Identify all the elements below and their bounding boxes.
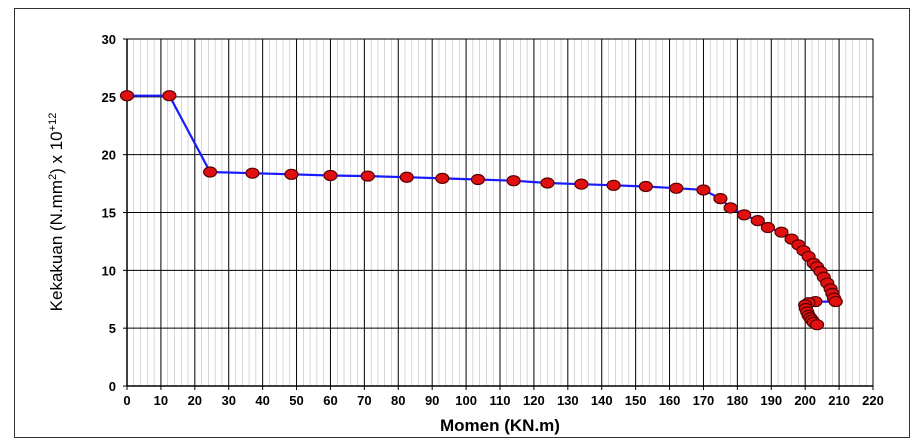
x-tick-label: 60 bbox=[323, 393, 337, 408]
data-point bbox=[638, 180, 653, 193]
x-tick-label: 90 bbox=[425, 393, 439, 408]
data-point bbox=[245, 167, 260, 179]
x-tick-label: 30 bbox=[221, 393, 235, 408]
x-tick-label: 190 bbox=[760, 393, 782, 408]
y-axis-title-sup1: 2 bbox=[47, 174, 59, 180]
data-point bbox=[470, 173, 486, 186]
data-point bbox=[723, 202, 738, 214]
data-point bbox=[360, 170, 375, 182]
data-point bbox=[696, 184, 711, 196]
x-tick-label: 10 bbox=[154, 393, 168, 408]
y-axis-title: Kekakuan (N.mm2) x 10+12 bbox=[47, 113, 66, 312]
x-tick-label: 210 bbox=[828, 393, 850, 408]
data-point bbox=[284, 168, 299, 180]
y-tick-label: 10 bbox=[102, 263, 116, 278]
x-tick-label: 40 bbox=[255, 393, 269, 408]
data-point bbox=[750, 214, 765, 227]
data-point bbox=[540, 177, 555, 189]
data-point bbox=[202, 166, 218, 178]
data-point bbox=[506, 175, 521, 187]
y-axis-title-sup2: +12 bbox=[47, 113, 59, 132]
x-tick-label: 130 bbox=[557, 393, 579, 408]
y-tick-label: 15 bbox=[102, 206, 116, 221]
x-axis-title: Momen (KN.m) bbox=[440, 416, 560, 435]
x-tick-label: 0 bbox=[123, 393, 130, 408]
y-tick-label: 30 bbox=[102, 32, 116, 47]
data-point bbox=[119, 90, 135, 102]
data-point bbox=[323, 169, 338, 182]
y-tick-label: 20 bbox=[102, 148, 116, 163]
data-point bbox=[435, 172, 450, 184]
x-tick-label: 200 bbox=[794, 393, 816, 408]
data-point bbox=[669, 182, 684, 194]
data-point bbox=[574, 178, 589, 190]
x-tick-label: 80 bbox=[391, 393, 405, 408]
x-tick-label: 180 bbox=[727, 393, 749, 408]
data-point bbox=[760, 221, 775, 234]
x-tick-label: 20 bbox=[188, 393, 202, 408]
grid bbox=[126, 38, 874, 387]
data-point bbox=[713, 193, 728, 205]
x-tick-label: 100 bbox=[455, 393, 477, 408]
data-point bbox=[399, 171, 414, 183]
x-tick-label: 110 bbox=[490, 393, 511, 408]
y-tick-label: 0 bbox=[109, 379, 116, 394]
x-tick-label: 120 bbox=[523, 393, 545, 408]
data-point bbox=[774, 226, 789, 238]
x-tick-label: 160 bbox=[659, 393, 681, 408]
data-point bbox=[162, 90, 177, 102]
tick-labels: 0 10 20 30 40 50 60 70 80 90 100 110 120 130 140 150 160… bbox=[102, 32, 884, 408]
x-tick-label: 220 bbox=[862, 393, 884, 408]
data-point bbox=[828, 295, 843, 308]
x-tick-label: 50 bbox=[289, 393, 303, 408]
y-axis-title-prefix: Kekakuan (N.mm bbox=[47, 180, 66, 311]
y-tick-label: 5 bbox=[109, 321, 116, 336]
x-tick-label: 140 bbox=[591, 393, 613, 408]
y-axis-title-mid: ) x 10 bbox=[47, 131, 66, 174]
data-point bbox=[737, 209, 752, 221]
x-tick-label: 150 bbox=[625, 393, 647, 408]
data-point bbox=[809, 319, 825, 331]
x-tick-label: 170 bbox=[693, 393, 715, 408]
data-point bbox=[606, 179, 621, 191]
data-markers bbox=[119, 90, 843, 331]
y-tick-label: 25 bbox=[102, 90, 116, 105]
x-tick-label: 70 bbox=[357, 393, 371, 408]
